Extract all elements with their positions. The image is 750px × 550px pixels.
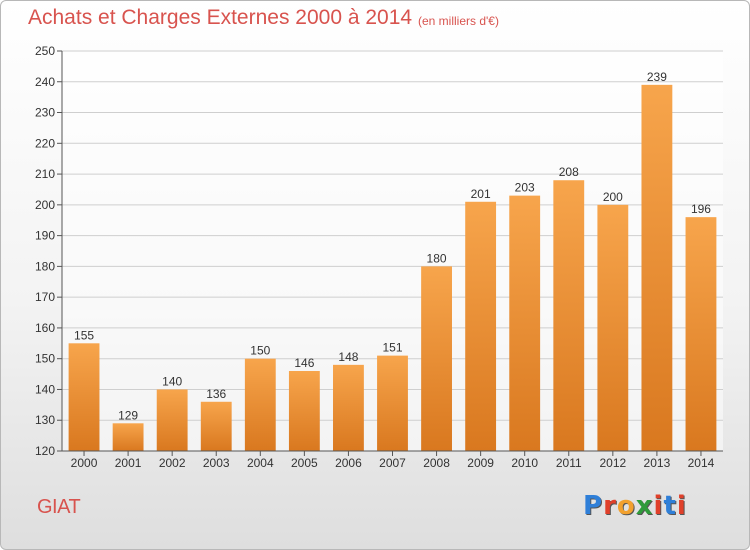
x-tick-label: 2013 xyxy=(644,456,671,470)
chart-title: Achats et Charges Externes 2000 à 2014 xyxy=(28,6,413,29)
data-label: 151 xyxy=(382,341,402,355)
data-label: 150 xyxy=(250,344,270,358)
data-label: 201 xyxy=(471,187,491,201)
y-tick-label: 200 xyxy=(35,198,55,212)
logo-letter: t xyxy=(663,491,677,521)
x-tick-label: 2004 xyxy=(247,456,274,470)
commune-name: GIAT xyxy=(37,496,81,518)
bar-2014 xyxy=(685,217,717,451)
chart-unit: (en milliers d'€) xyxy=(418,14,499,28)
data-label: 140 xyxy=(162,374,182,388)
data-label: 129 xyxy=(118,408,138,422)
data-label: 200 xyxy=(603,190,623,204)
bar-2012 xyxy=(597,204,629,451)
x-tick-label: 2006 xyxy=(335,456,362,470)
data-labels: 155 129 140 136 150 146 148 151 180 201 203 208 200 2… xyxy=(74,70,711,422)
bar-2010 xyxy=(509,195,541,451)
x-tick-label: 2009 xyxy=(467,456,494,470)
bars xyxy=(68,84,717,451)
bar-2002 xyxy=(156,389,188,451)
bar-2008 xyxy=(421,266,452,451)
y-tick-label: 220 xyxy=(35,136,55,150)
x-tick-label: 2002 xyxy=(159,456,186,470)
data-label: 146 xyxy=(294,356,314,370)
y-tick-label: 140 xyxy=(35,382,55,396)
y-tick-label: 210 xyxy=(35,167,55,181)
logo-letter: P xyxy=(583,491,604,521)
logo-letter: o xyxy=(616,491,636,521)
data-label: 239 xyxy=(647,70,667,84)
logo-letter: r xyxy=(603,491,617,521)
x-tick-label: 2010 xyxy=(511,456,538,470)
x-axis-ticks: 2000 2001 2002 2003 2004 2005 2006 2007 2008 2009… xyxy=(71,451,715,470)
y-tick-label: 250 xyxy=(35,44,55,58)
x-tick-label: 2007 xyxy=(379,456,406,470)
x-tick-label: 2008 xyxy=(423,456,450,470)
data-label: 136 xyxy=(206,387,226,401)
bar-2006 xyxy=(333,364,364,451)
bar-2011 xyxy=(553,180,585,451)
y-tick-label: 240 xyxy=(35,75,55,89)
logo-letter: x xyxy=(635,491,654,521)
x-tick-label: 2003 xyxy=(203,456,230,470)
data-label: 180 xyxy=(427,251,447,265)
x-tick-label: 2001 xyxy=(115,456,142,470)
logo-letter: i xyxy=(676,491,687,521)
proxiti-logo: Proxiti xyxy=(583,491,687,521)
y-tick-label: 130 xyxy=(35,413,55,427)
x-tick-label: 2014 xyxy=(688,456,715,470)
data-label: 203 xyxy=(515,181,535,195)
x-tick-label: 2000 xyxy=(71,456,98,470)
y-tick-label: 230 xyxy=(35,106,55,120)
y-tick-label: 120 xyxy=(35,444,55,458)
y-tick-label: 160 xyxy=(35,321,55,335)
bar-2007 xyxy=(377,355,408,451)
logo-letter: i xyxy=(653,491,664,521)
x-tick-label: 2012 xyxy=(599,456,626,470)
bar-2005 xyxy=(288,371,320,451)
bar-2000 xyxy=(68,343,100,451)
y-tick-label: 180 xyxy=(35,259,55,273)
data-label: 148 xyxy=(338,350,358,364)
bar-2001 xyxy=(112,423,144,451)
data-label: 196 xyxy=(691,202,711,216)
data-label: 155 xyxy=(74,328,94,342)
bar-2003 xyxy=(200,401,232,451)
y-tick-label: 150 xyxy=(35,352,55,366)
y-tick-label: 190 xyxy=(35,229,55,243)
x-tick-label: 2011 xyxy=(556,456,582,470)
bar-2004 xyxy=(244,358,276,451)
bar-2009 xyxy=(465,201,497,451)
y-axis-ticks: 120 130 140 150 160 170 180 190 200 210 220 230 240 2… xyxy=(35,44,62,458)
bar-2013 xyxy=(641,84,673,451)
x-tick-label: 2005 xyxy=(291,456,318,470)
y-tick-label: 170 xyxy=(35,290,55,304)
data-label: 208 xyxy=(559,165,579,179)
